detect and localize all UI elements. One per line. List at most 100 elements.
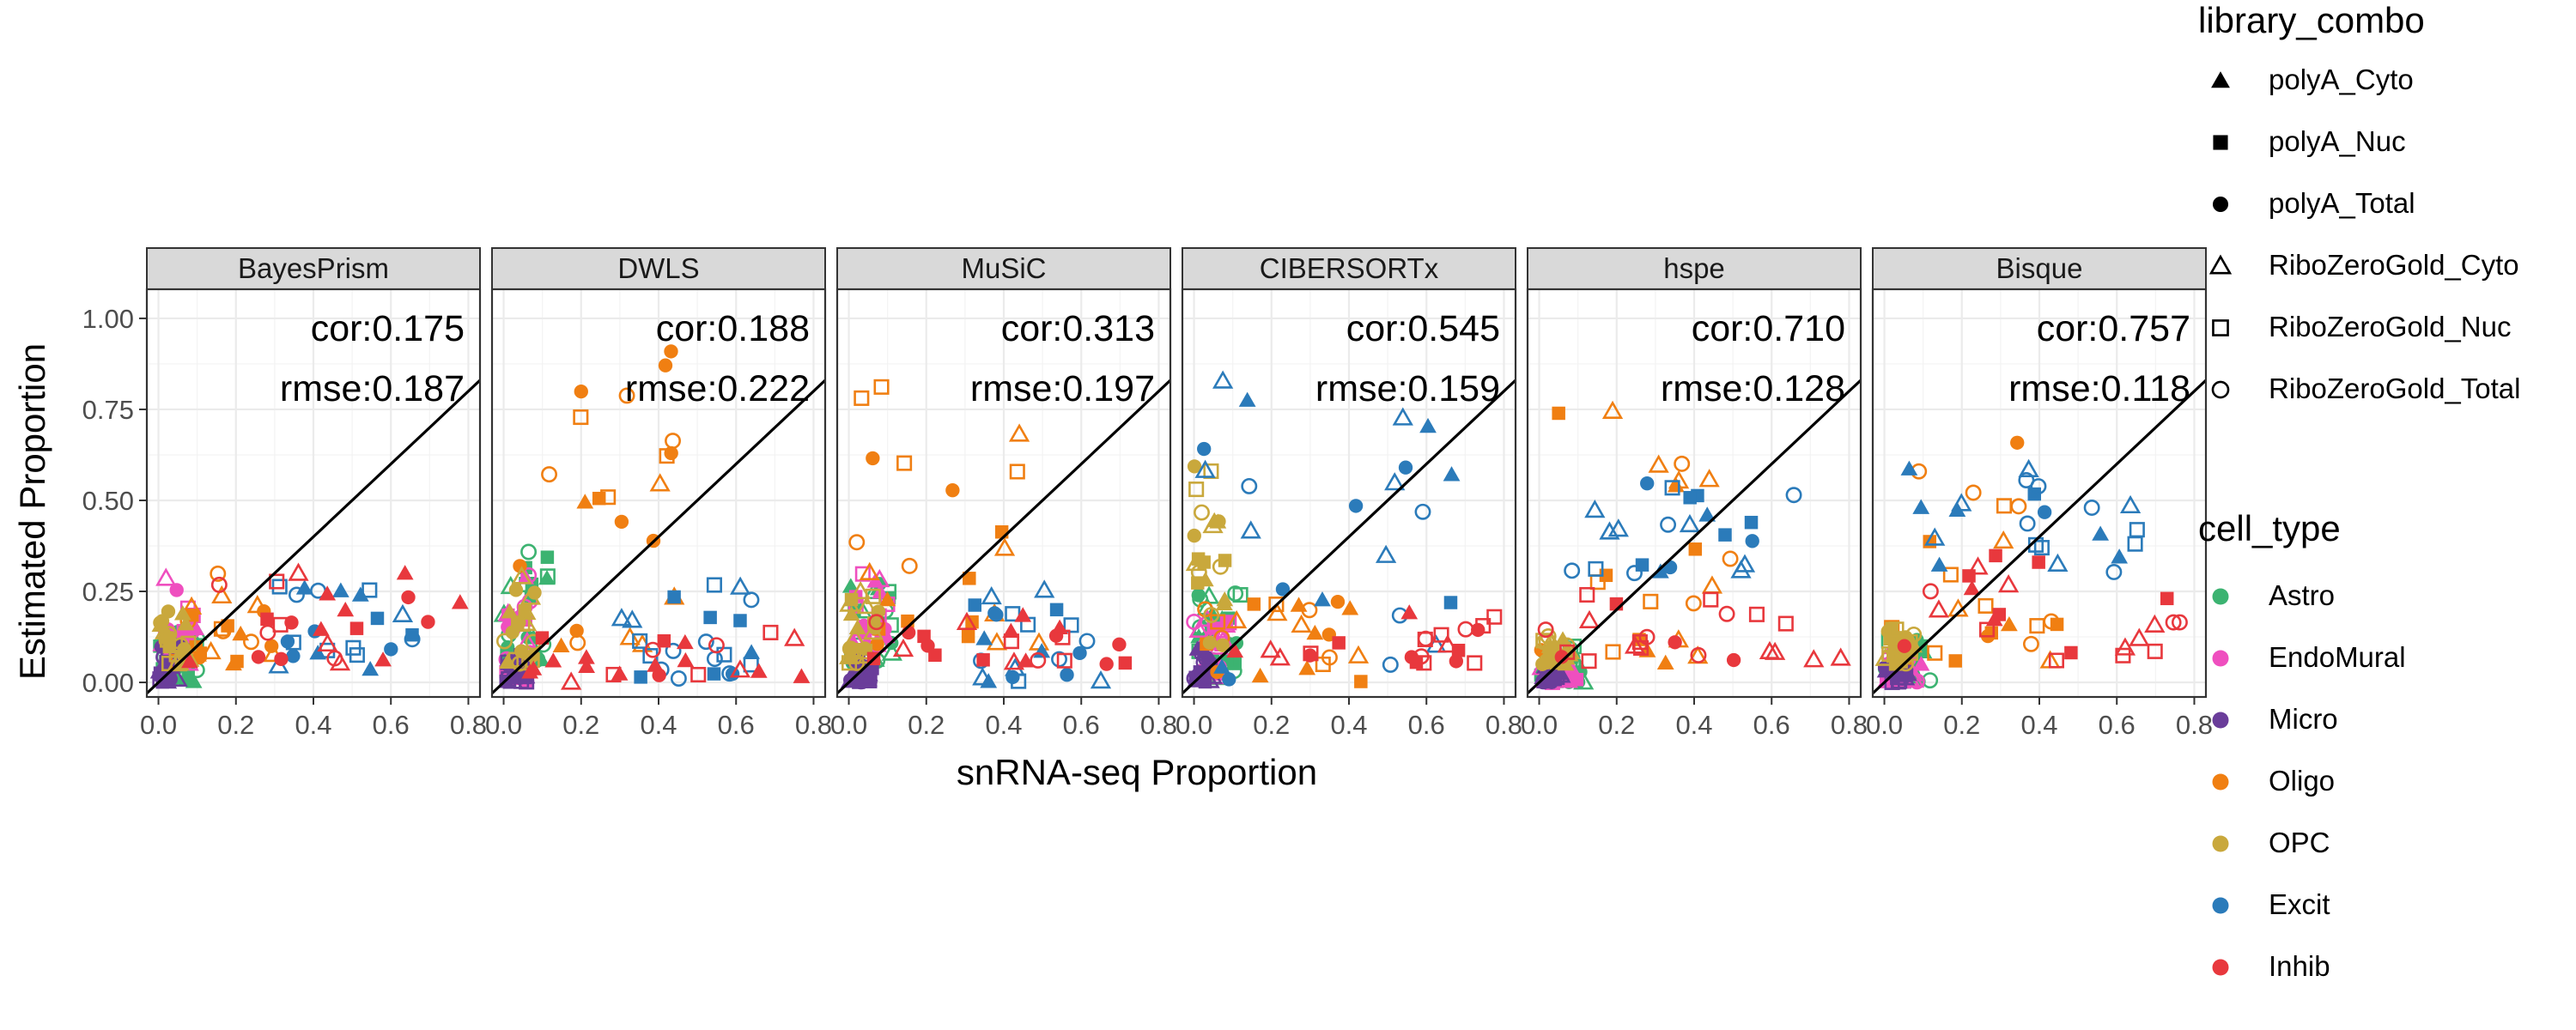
point-micro: [860, 667, 877, 683]
shape-legend-label: RiboZeroGold_Total: [2269, 373, 2521, 404]
point-inhib: [1226, 642, 1244, 658]
data-points: [1185, 370, 1503, 689]
point-opc: [1881, 645, 1898, 662]
color-legend-label: Micro: [2269, 703, 2338, 735]
facet-strip-label: CIBERSORTx: [1260, 252, 1439, 284]
identity-line: [1528, 379, 1861, 694]
point-excit: [1679, 513, 1701, 533]
y-axis-title: Estimated Proportion: [12, 343, 52, 680]
point-micro: [1198, 650, 1215, 667]
point-inhib: [1269, 647, 1291, 666]
point-opc: [173, 605, 191, 621]
point-excit: [706, 577, 722, 593]
data-points: [1531, 400, 1851, 690]
point-excit: [1785, 487, 1802, 504]
point-excit: [703, 610, 717, 625]
x-tick-label: 0.6: [1063, 710, 1100, 740]
point-oligo: [1942, 566, 1959, 583]
point-oligo: [1341, 600, 1359, 615]
point-oligo: [1685, 595, 1702, 612]
x-tick-label: 0.8: [1831, 710, 1868, 740]
point-inhib: [1633, 639, 1649, 656]
point-excit: [1375, 544, 1397, 563]
point-excit: [1900, 460, 1918, 476]
x-tick-label: 0.8: [2176, 710, 2213, 740]
point-excit: [1213, 658, 1230, 674]
strip-background: [1527, 247, 1862, 290]
point-excit: [716, 646, 732, 663]
point-excit: [295, 579, 313, 595]
point-opc: [499, 653, 516, 669]
x-tick-label: 0.8: [450, 710, 487, 740]
point-inhib: [2147, 643, 2163, 659]
point-inhib: [976, 653, 990, 667]
point-excit: [975, 630, 993, 645]
point-opc: [844, 627, 866, 645]
point-inhib: [1777, 615, 1794, 632]
point-inhib: [892, 638, 914, 657]
point-oligo: [859, 561, 880, 580]
point-oligo: [541, 466, 558, 483]
point-oligo: [1996, 498, 2013, 514]
point-excit: [1197, 441, 1212, 457]
shape-legend-item: polyA_Cyto: [2211, 64, 2414, 95]
point-excit: [1392, 407, 1413, 426]
point-excit: [2111, 548, 2129, 564]
strip-background: [491, 247, 826, 290]
point-excit: [632, 633, 648, 649]
rmse-label: rmse:0.128: [1661, 368, 1845, 409]
shape-legend-item: RiboZeroGold_Total: [2211, 373, 2521, 404]
point-oligo: [1965, 484, 1982, 501]
color-legend-label: Astro: [2269, 579, 2335, 611]
legend-key-oligo: [2212, 773, 2229, 791]
point-inhib: [1748, 606, 1765, 622]
point-oligo: [2022, 635, 2039, 652]
point-inhib: [1332, 636, 1346, 650]
point-oligo: [1347, 645, 1370, 663]
point-oligo: [618, 387, 635, 404]
point-inhib: [1922, 583, 1939, 600]
correlation-label: cor:0.175: [311, 308, 465, 349]
point-inhib: [1260, 639, 1281, 658]
facet-music: MuSiC cor:0.313 rmse:0.197 0.0 0.2 0.4 0.6 0.8: [830, 247, 1177, 740]
point-inhib: [1118, 656, 1133, 670]
color-legend: Astro EndoMural Micro Oligo OPC Excit Inhib: [2212, 579, 2406, 982]
point-excit: [345, 639, 361, 656]
point-astro: [1191, 588, 1206, 603]
point-excit: [285, 634, 301, 651]
point-inhib: [1056, 652, 1072, 669]
point-excit: [1240, 520, 1261, 539]
point-excit: [1651, 563, 1669, 579]
shape-legend-item: polyA_Total: [2212, 187, 2415, 219]
point-inhib: [729, 659, 751, 678]
x-tick-label: 0.2: [217, 710, 254, 740]
point-excit: [2019, 515, 2036, 532]
point-excit: [987, 606, 1002, 621]
legend-key-astro: [2212, 588, 2229, 605]
point-inhib: [2064, 645, 2078, 660]
point-inhib: [329, 652, 351, 671]
point-inhib: [1017, 652, 1035, 668]
point-inhib: [1985, 611, 2003, 627]
point-opc: [1535, 633, 1552, 651]
point-oligo: [1306, 624, 1324, 640]
point-excit: [286, 649, 301, 663]
point-inhib: [2048, 652, 2064, 669]
x-tick-label: 0.6: [1753, 710, 1790, 740]
point-inhib: [677, 651, 695, 668]
point-excit: [2119, 494, 2142, 514]
point-inhib: [1830, 647, 1851, 666]
point-opc: [512, 615, 526, 630]
point-oligo: [1927, 645, 1943, 661]
data-points: [1874, 435, 2188, 690]
point-inhib: [269, 573, 285, 590]
correlation-label: cor:0.710: [1692, 308, 1845, 349]
point-excit: [271, 579, 288, 595]
point-inhib: [1451, 643, 1466, 657]
point-inhib: [793, 668, 811, 683]
point-excit: [1626, 565, 1643, 582]
point-inhib: [288, 562, 309, 581]
point-oligo: [232, 625, 250, 641]
shape-legend-title: library_combo: [2198, 0, 2425, 40]
rmse-label: rmse:0.187: [280, 368, 465, 409]
